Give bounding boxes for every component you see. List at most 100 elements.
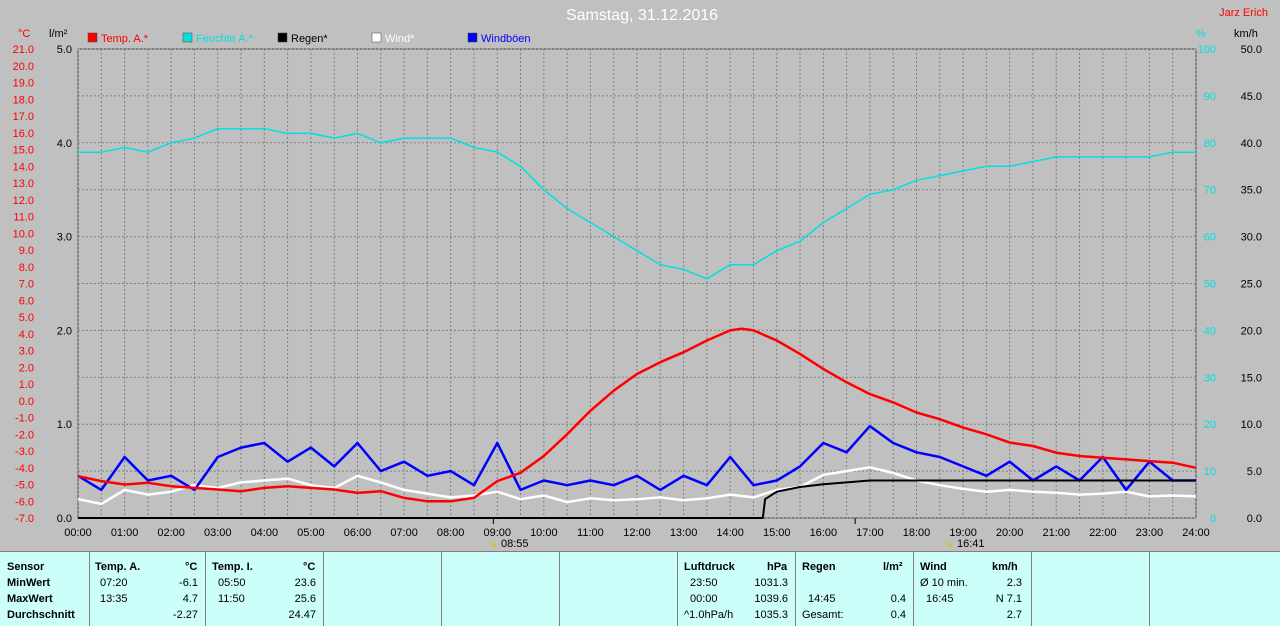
series-line-temp-0 [77,327,1197,503]
series-line-wind-4 [77,424,1196,492]
rain-tick-label: 1.0 [57,419,72,431]
time-tick-label: 01:00 [111,527,139,539]
temp-tick-label: 6.0 [19,295,34,307]
legend: Temp. A.* Feuchte A.* Regen* Wind* Windböen [87,32,531,45]
temp-tick-label: 10.0 [13,228,34,240]
temp-unit: °C [18,28,30,40]
temp-tick-label: -7.0 [15,513,34,525]
temp-tick-label: 19.0 [13,78,34,90]
temp-tick-label: -3.0 [15,446,34,458]
humidity-tick-label: 10 [1204,466,1216,478]
wind-header: Wind [920,561,947,573]
author-label: Jarz Erich [1219,7,1268,19]
humidity-tick-label: 60 [1204,232,1216,244]
series-line-rain-2 [78,479,1196,519]
temp-tick-label: 7.0 [19,279,34,291]
time-tick-label: 21:00 [1042,527,1070,539]
temp-tick-label: 1.0 [19,379,34,391]
luftdruck-avg: 1035.3 [754,609,788,621]
time-tick-label: 11:00 [577,527,604,539]
humidity-tick-label: 70 [1204,185,1216,197]
statistics-table: Sensor MinWert MaxWert Durchschnitt Temp… [0,551,1280,626]
regen-header: Regen [802,561,836,573]
temp-tick-label: -1.0 [15,413,34,425]
luftdruck-unit: hPa [767,561,788,573]
temp-a-max: 4.7 [182,593,198,605]
time-tick-label: 17:00 [856,527,884,539]
legend-swatch [467,32,478,43]
rain-tick-label: 0.0 [57,513,72,525]
time-tick-label: 23:00 [1136,527,1164,539]
temp-tick-label: -4.0 [15,463,34,475]
minwert-label: MinWert [7,577,51,589]
legend-item: Regen* [277,32,328,45]
luftdruck-trend: ^1.0hPa/h [684,609,734,621]
sunrise-time: 08:55 [501,538,529,550]
temp-tick-label: 17.0 [13,111,34,123]
maxwert-label: MaxWert [7,593,53,605]
legend-item: Wind* [371,32,415,45]
time-tick-label: 09:00 [483,527,511,539]
temp-tick-label: 12.0 [13,195,34,207]
temp-i-header: Temp. I. [212,561,253,573]
time-tick-label: 10:00 [530,527,558,539]
temp-tick-label: 4.0 [19,329,34,341]
time-tick-label: 08:00 [437,527,465,539]
time-tick-label: 02:00 [157,527,185,539]
regen-max: 0.4 [890,593,906,605]
series-line-humidity-1 [78,127,1196,280]
temp-tick-label: 21.0 [13,44,34,56]
legend-swatch [371,32,382,43]
wind-tick-label: 5.0 [1247,466,1262,478]
luftdruck-min-time: 23:50 [690,577,718,589]
luftdruck-max-time: 00:00 [690,593,718,605]
wind-tick-label: 0.0 [1247,513,1262,525]
humidity-unit: % [1196,28,1206,40]
time-tick-label: 03:00 [204,527,232,539]
regen-max-time: 14:45 [808,593,836,605]
temp-tick-label: -5.0 [15,480,34,492]
sensor-header: Sensor [7,561,45,573]
sunset-marker: ☀ 16:41 [945,538,985,551]
humidity-tick-label: 50 [1204,279,1216,291]
wind-tick-label: 50.0 [1241,44,1262,56]
plot-area [77,48,1197,519]
legend-swatch [277,32,288,43]
rain-tick-label: 5.0 [57,44,72,56]
temp-tick-label: 16.0 [13,128,34,140]
temp-a-header: Temp. A. [95,561,141,573]
temp-a-max-time: 13:35 [100,593,128,605]
chart-title: Samstag, 31.12.2016 [566,7,718,24]
time-tick-label: 22:00 [1089,527,1117,539]
series-layer [77,127,1197,519]
temp-tick-label: 20.0 [13,61,34,73]
temp-tick-label: 2.0 [19,362,34,374]
time-tick-label: 07:00 [390,527,418,539]
time-tick-label: 16:00 [810,527,838,539]
time-tick-label: 24:00 [1182,527,1210,539]
temp-a-min: -6.1 [179,577,198,589]
wind-avg: 2.7 [1006,609,1022,621]
temp-tick-label: 15.0 [13,145,34,157]
humidity-tick-label: 90 [1204,91,1216,103]
humidity-tick-label: 0 [1210,513,1216,525]
time-tick-label: 20:00 [996,527,1024,539]
temp-tick-label: 18.0 [13,94,34,106]
wind-tick-label: 10.0 [1241,419,1262,431]
legend-label: Feuchte A.* [196,33,254,45]
temp-tick-label: -6.0 [15,496,34,508]
temp-i-avg: 24.47 [288,609,316,621]
sunrise-icon: ☀ [489,540,498,551]
series-line-wind-3 [77,466,1197,506]
wind-tick-label: 45.0 [1241,91,1262,103]
temp-a-min-time: 07:20 [100,577,128,589]
luftdruck-header: Luftdruck [684,561,735,573]
temp-a-unit: °C [185,561,198,573]
wind-tick-label: 20.0 [1241,325,1262,337]
wind-avg10: 2.3 [1006,577,1022,589]
temp-i-unit: °C [303,561,316,573]
humidity-tick-label: 20 [1204,419,1216,431]
legend-label: Regen* [291,33,328,45]
temp-i-max-time: 11:50 [218,593,245,605]
legend-label: Windböen [481,33,531,45]
